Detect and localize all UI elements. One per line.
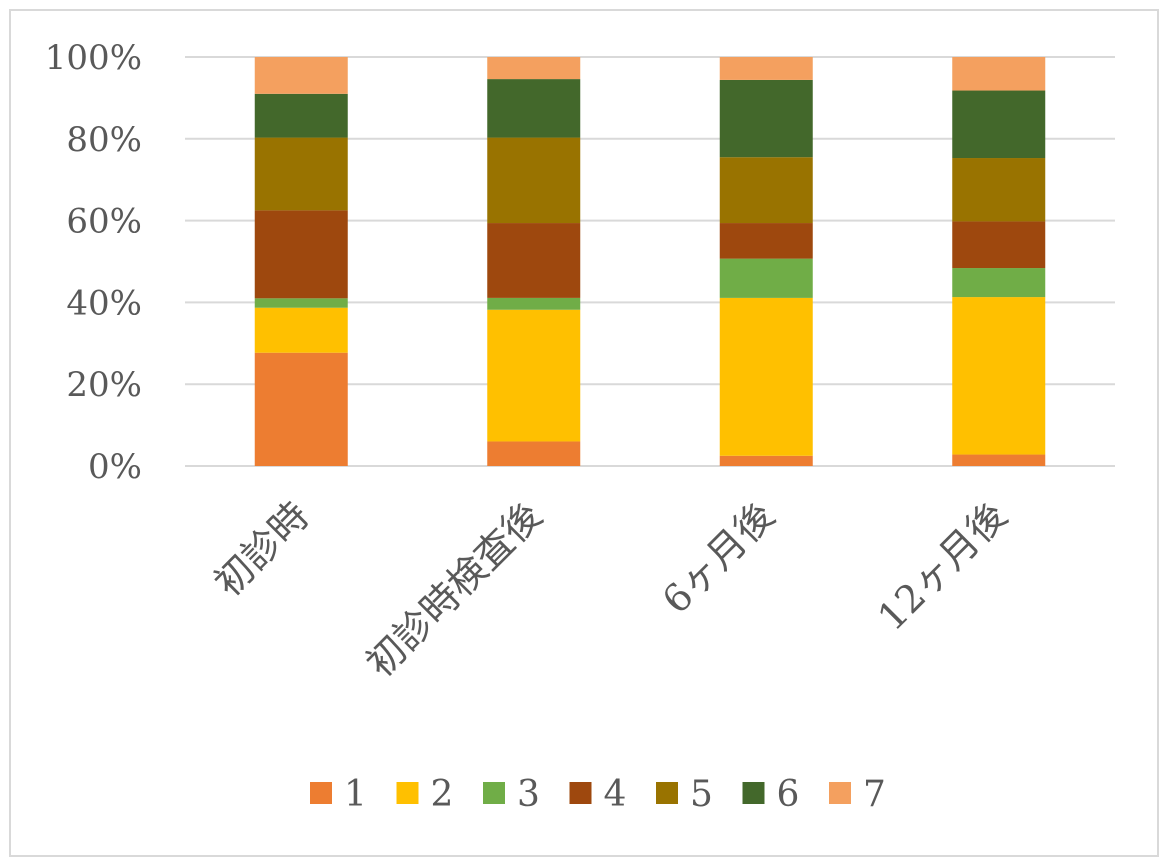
bar-segment-3-2 [719,258,813,298]
bar-segment-2-0 [254,307,348,353]
legend-swatch [483,782,505,804]
bar-segment-6-3 [952,90,1046,159]
bar-segment-4-1 [487,223,581,298]
bar-segment-5-2 [719,157,813,224]
legend-label: 4 [604,774,627,815]
legend-label: 1 [344,774,367,815]
bar-segment-6-2 [719,79,813,158]
y-axis-ticks: 0% 20% 40% 60% 80% 100% [45,38,142,487]
bar-segment-2-3 [952,297,1046,455]
bar-segment-1-1 [487,441,581,466]
bar-segment-3-3 [952,268,1046,298]
legend-label: 3 [517,774,540,815]
legend-swatch [829,782,851,804]
legend-swatch [396,782,419,804]
legend-swatch [310,782,332,804]
bar-segment-1-2 [719,455,813,466]
bar-segment-5-3 [952,158,1046,222]
bar-segment-1-3 [952,454,1046,466]
bar-segment-4-2 [719,223,813,259]
x-category-label: 初診時 [206,493,318,605]
legend-swatch [742,782,765,804]
bar-segment-7-0 [254,57,348,94]
y-tick-label: 20% [66,365,142,405]
y-tick-label: 40% [66,283,142,323]
bar-segment-4-3 [952,221,1046,269]
bar-segment-6-0 [254,93,348,138]
bars [254,57,1046,466]
legend-label: 5 [690,774,713,815]
bar-segment-4-0 [254,210,348,299]
legend-swatch [569,782,592,804]
x-category-label: 初診時検査後 [358,493,550,685]
bar-segment-3-1 [487,297,581,310]
bar-segment-3-0 [254,298,348,308]
y-tick-label: 80% [66,120,142,160]
x-category-label: 6ヶ月後 [654,493,783,622]
bar-segment-6-1 [487,79,581,138]
legend-swatch [656,782,678,804]
x-axis-categories: 初診時 初診時検査後 6ヶ月後 12ヶ月後 [206,493,1015,685]
bar-segment-7-1 [487,57,581,80]
legend-label: 7 [863,774,886,815]
bar-segment-7-2 [719,57,813,80]
bar-segment-2-1 [487,309,581,442]
x-category-label: 12ヶ月後 [869,493,1015,639]
y-tick-label: 60% [66,202,142,242]
bar-segment-2-2 [719,297,813,456]
legend: 1 2 3 4 5 6 7 [310,774,886,815]
y-tick-label: 100% [45,38,142,78]
bar-segment-1-0 [254,352,348,466]
bar-segment-5-1 [487,137,581,224]
y-tick-label: 0% [88,447,142,487]
legend-label: 2 [431,774,454,815]
bar-segment-5-0 [254,137,348,211]
bar-segment-7-3 [952,57,1046,91]
legend-label: 6 [777,774,800,815]
